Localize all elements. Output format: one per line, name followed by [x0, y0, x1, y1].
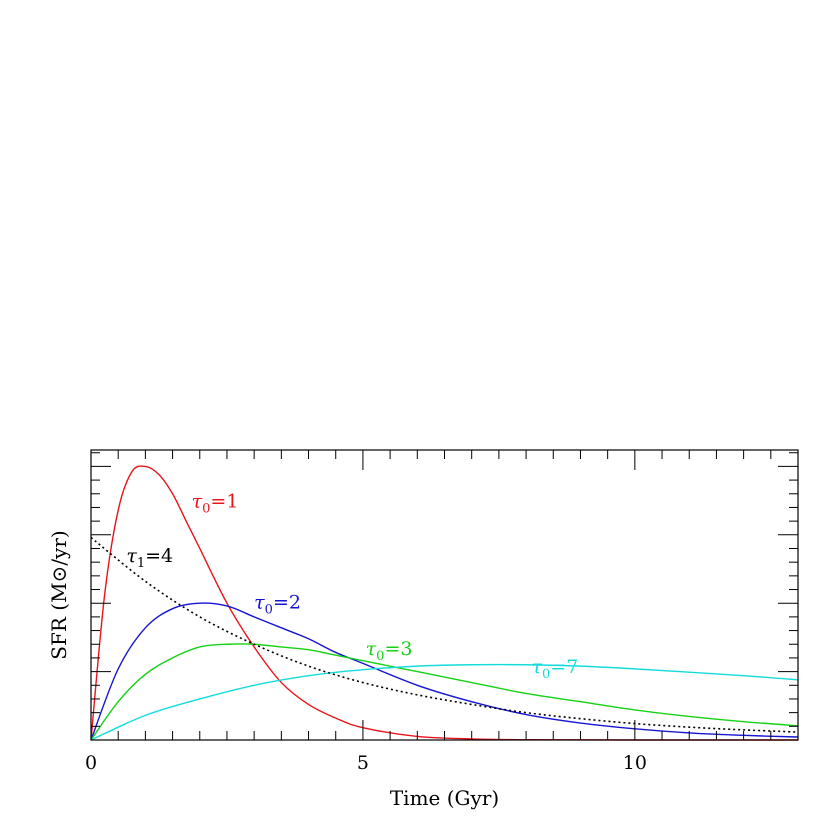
curve-labels-layer: τ0=1 τ1=4 τ0=2 τ0=3 τ0=7: [126, 490, 578, 682]
x-tick-label: 0: [85, 752, 97, 774]
series-line-0: [90, 465, 798, 741]
curve-label: τ0=1: [192, 490, 239, 516]
x-tick-label: 10: [623, 752, 647, 774]
y-axis-label: SFR (M⊙/yr): [47, 530, 71, 659]
ticks-layer: [90, 450, 799, 741]
x-tick-label: 5: [357, 752, 369, 774]
curve-label: τ1=4: [126, 545, 173, 571]
x-axis-label: Time (Gyr): [390, 786, 499, 810]
series-line-1: [90, 602, 799, 741]
x-tick-labels: 0 5 10: [85, 752, 647, 774]
curve-label: τ0=7: [532, 656, 579, 682]
curve-label: τ0=3: [366, 638, 413, 664]
series-line-4: [90, 536, 799, 733]
series-line-3: [90, 663, 799, 741]
curve-label: τ0=2: [254, 592, 301, 618]
series-line-2: [90, 643, 799, 741]
